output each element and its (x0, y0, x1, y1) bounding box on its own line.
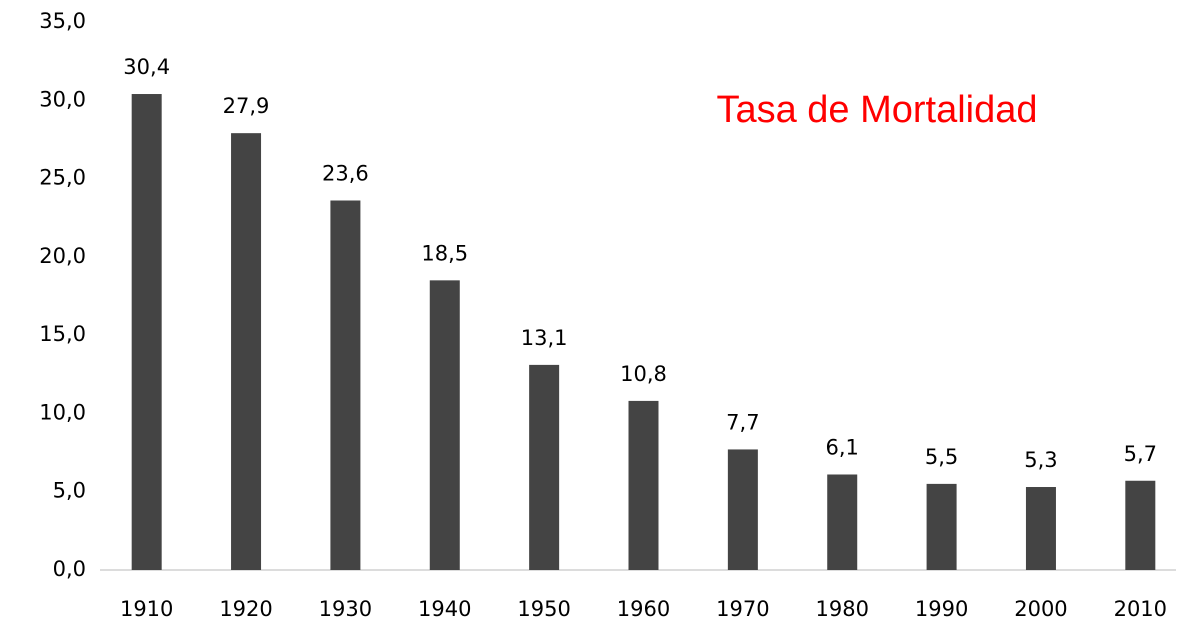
data-label: 13,1 (521, 326, 568, 350)
data-label: 23,6 (322, 161, 369, 185)
bar (1025, 487, 1056, 570)
x-tick-label: 1990 (915, 597, 968, 621)
x-tick-label: 1980 (816, 597, 869, 621)
bar (131, 94, 162, 570)
bar (827, 474, 858, 570)
x-tick-label: 1910 (120, 597, 173, 621)
x-tick-label: 1970 (716, 597, 769, 621)
y-tick-label: 20,0 (39, 244, 86, 268)
data-label: 7,7 (726, 410, 759, 434)
chart-title: Tasa de Mortalidad (716, 89, 1037, 131)
x-tick-label: 2010 (1114, 597, 1167, 621)
data-label: 5,3 (1024, 448, 1057, 472)
bar (628, 400, 659, 570)
data-label: 18,5 (421, 241, 468, 265)
bar (727, 449, 758, 570)
bar (926, 483, 957, 570)
y-tick-label: 5,0 (53, 479, 86, 503)
x-tick-label: 2000 (1014, 597, 1067, 621)
y-tick-label: 25,0 (39, 166, 86, 190)
y-tick-label: 30,0 (39, 87, 86, 111)
data-label: 10,8 (620, 362, 667, 386)
x-tick-label: 1940 (418, 597, 471, 621)
data-label: 5,5 (925, 445, 958, 469)
y-tick-label: 0,0 (53, 557, 86, 581)
bar (529, 364, 560, 570)
bar (1125, 480, 1156, 570)
data-label: 5,7 (1124, 442, 1157, 466)
data-label: 27,9 (223, 94, 270, 118)
y-tick-label: 15,0 (39, 322, 86, 346)
y-tick-label: 35,0 (39, 9, 86, 33)
data-label: 30,4 (123, 55, 170, 79)
bar (429, 280, 460, 570)
x-tick-label: 1950 (517, 597, 570, 621)
x-tick-label: 1960 (617, 597, 670, 621)
x-tick-label: 1930 (319, 597, 372, 621)
y-tick-label: 10,0 (39, 400, 86, 424)
x-tick-label: 1920 (219, 597, 272, 621)
bar (330, 200, 361, 570)
data-label: 6,1 (826, 435, 859, 459)
bar (231, 133, 262, 570)
